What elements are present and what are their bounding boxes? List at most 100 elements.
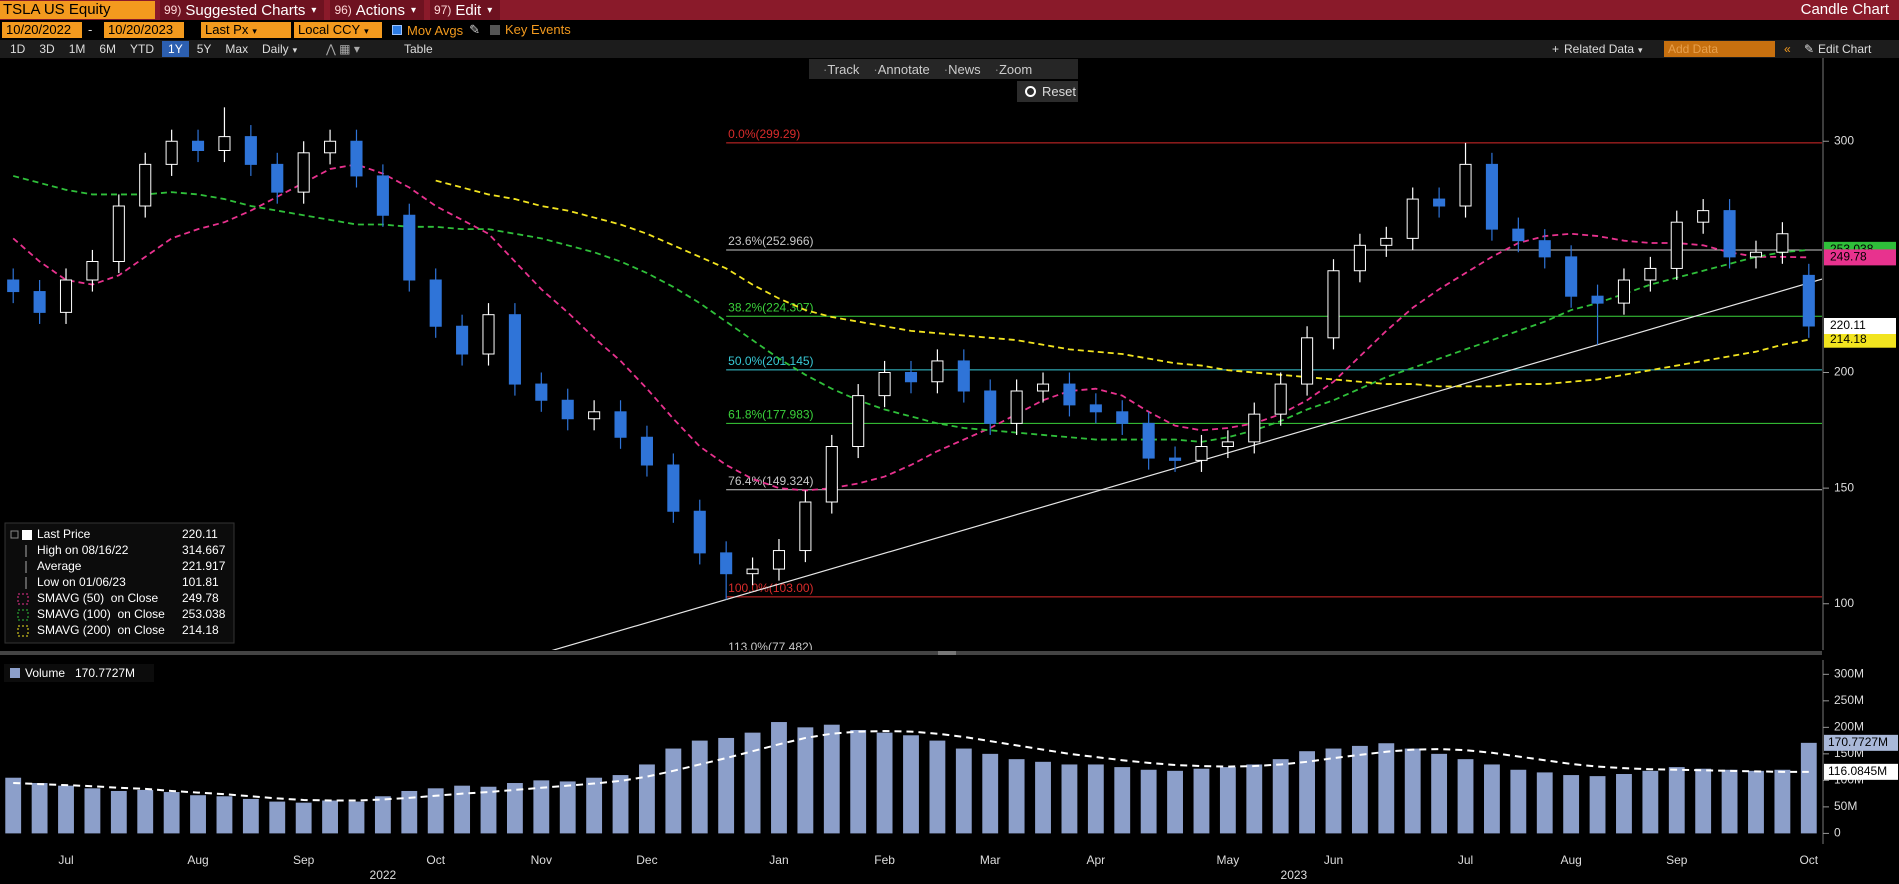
- y-tick-label: 150: [1834, 480, 1854, 494]
- candle-body: [1459, 163, 1472, 207]
- volume-tag: 170.7727M: [1828, 735, 1888, 749]
- x-tick-label: May: [1217, 853, 1240, 867]
- volume-bar: [586, 777, 603, 834]
- checkbox[interactable]: [490, 24, 500, 35]
- tool-button[interactable]: News: [944, 62, 981, 77]
- volume-bar: [216, 796, 233, 834]
- candle-body: [324, 140, 337, 154]
- volume-bar: [1589, 776, 1606, 834]
- volume-bar: [639, 764, 655, 834]
- candle-body: [957, 360, 970, 392]
- volume-legend-marker: [10, 668, 20, 678]
- add-data-field[interactable]: Add Data: [1664, 41, 1775, 57]
- menu[interactable]: 97) Edit: [430, 0, 501, 20]
- candle-body: [1485, 163, 1498, 230]
- moving-average-line: [12, 175, 1809, 443]
- volume-bar: [322, 800, 338, 834]
- end-date[interactable]: 10/20/2023: [104, 22, 184, 38]
- candle-body: [1221, 441, 1234, 447]
- candle-body: [1644, 267, 1657, 281]
- volume-bar: [190, 795, 206, 834]
- volume-bar: [454, 785, 471, 834]
- candle-body: [482, 314, 495, 355]
- start-date[interactable]: 10/20/2022: [2, 22, 82, 38]
- volume-bar: [348, 801, 365, 834]
- period-button[interactable]: YTD: [130, 42, 155, 56]
- x-tick-label: Sep: [293, 853, 315, 867]
- volume-legend-bg: [4, 664, 154, 682]
- moving-average-line: [435, 179, 1809, 388]
- edit-chart[interactable]: Edit Chart: [1818, 42, 1872, 56]
- period-button[interactable]: 1D: [10, 42, 26, 56]
- candle-body: [456, 325, 469, 355]
- currency-select[interactable]: Local CCY: [294, 22, 382, 38]
- reset-button[interactable]: Reset: [1017, 81, 1078, 102]
- candle-body: [297, 152, 310, 193]
- option-mov-avgs[interactable]: Mov Avgs ✎: [392, 22, 480, 38]
- x-tick-label: Sep: [1666, 853, 1688, 867]
- period-button[interactable]: 1Y: [162, 41, 189, 57]
- candle-body: [1749, 251, 1763, 258]
- candle-body: [1089, 404, 1102, 413]
- volume-bar: [1378, 743, 1395, 834]
- frequency-select[interactable]: Daily: [262, 41, 297, 57]
- volume-bar: [1536, 772, 1553, 834]
- legend-label: Last Price: [37, 527, 91, 541]
- volume-bar: [1087, 764, 1104, 834]
- x-tick-label: Dec: [636, 853, 657, 867]
- security-field[interactable]: TSLA US Equity: [0, 1, 155, 19]
- period-button[interactable]: Max: [225, 42, 249, 56]
- volume-bar: [850, 729, 867, 834]
- field-select[interactable]: Last Px: [201, 22, 291, 38]
- candle-body: [984, 390, 997, 424]
- fib-level-label: 0.0%(299.29): [728, 127, 800, 141]
- volume-tag-bg: [1824, 763, 1898, 780]
- candle-body: [1723, 210, 1736, 258]
- option-key-events[interactable]: Key Events: [490, 22, 571, 37]
- pencil-icon[interactable]: ✎: [469, 22, 481, 37]
- edit-icon: ✎: [1804, 42, 1815, 56]
- volume-bar: [1035, 761, 1051, 834]
- volume-bar: [242, 798, 259, 834]
- checkbox-checked[interactable]: [392, 25, 402, 35]
- chart-icons[interactable]: ⋀ ▦ ▾: [326, 42, 360, 56]
- ma-price-tag-bg: [1824, 331, 1896, 348]
- menu[interactable]: 96) Actions: [330, 0, 425, 20]
- candle-body: [746, 568, 759, 575]
- collapse-icon[interactable]: «: [1784, 42, 1791, 56]
- candle-body: [852, 395, 865, 447]
- candle-body: [191, 140, 205, 151]
- related-data[interactable]: Related Data: [1564, 41, 1643, 57]
- volume-bar: [295, 802, 312, 834]
- volume-bar: [533, 780, 550, 834]
- candle-body: [33, 291, 46, 313]
- candle-body: [376, 175, 389, 216]
- volume-bar: [1668, 767, 1685, 834]
- candle-body: [508, 314, 521, 385]
- volume-bar: [744, 732, 761, 834]
- menu[interactable]: 99) Suggested Charts: [160, 0, 325, 20]
- date-separator: -: [88, 22, 93, 37]
- volume-bar: [797, 727, 814, 834]
- table-button[interactable]: Table: [404, 42, 433, 56]
- x-year-label: 2022: [370, 868, 397, 882]
- candle-body: [1327, 270, 1340, 339]
- candle-body: [165, 140, 178, 165]
- volume-tag: 116.0845M: [1828, 764, 1887, 778]
- period-button[interactable]: 5Y: [196, 42, 212, 56]
- legend-marker: [22, 530, 32, 540]
- fib-level-label: 100.0%(103.00): [728, 581, 813, 595]
- tool-button[interactable]: Zoom: [995, 62, 1032, 77]
- tool-button[interactable]: Track: [823, 62, 859, 77]
- period-button[interactable]: 6M: [99, 42, 117, 56]
- y-tick-label: 200: [1834, 365, 1854, 379]
- volume-bar: [84, 788, 101, 834]
- tool-button[interactable]: Annotate: [873, 62, 930, 77]
- period-button[interactable]: 1M: [68, 42, 86, 56]
- period-button[interactable]: 3D: [39, 42, 55, 56]
- candle-body: [1802, 274, 1815, 327]
- volume-bar: [1008, 759, 1025, 834]
- candle-body: [904, 372, 918, 383]
- volume-bar: [1721, 769, 1738, 834]
